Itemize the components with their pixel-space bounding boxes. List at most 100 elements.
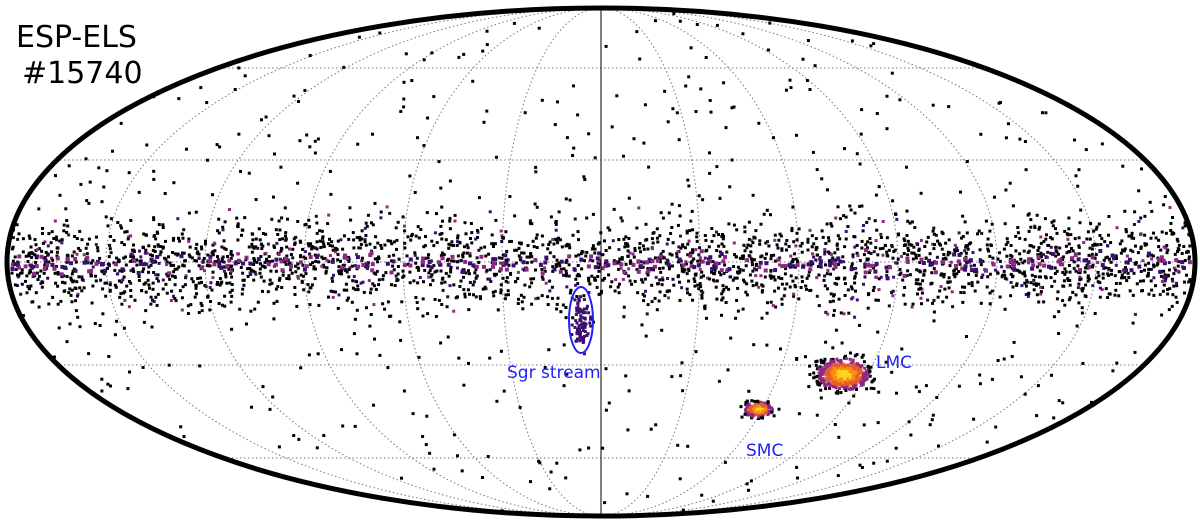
star-pixel — [838, 387, 841, 390]
star-pixel — [826, 365, 830, 369]
star-pixel — [686, 178, 690, 182]
star-pixel — [408, 263, 413, 268]
star-pixel — [410, 79, 414, 82]
star-pixel — [339, 265, 344, 270]
star-pixel — [965, 231, 969, 235]
star-pixel — [546, 295, 550, 299]
star-pixel — [153, 245, 157, 249]
star-pixel — [528, 219, 532, 223]
star-pixel — [778, 232, 782, 236]
star-pixel — [1016, 231, 1020, 235]
star-pixel — [625, 244, 629, 248]
star-pixel — [1095, 225, 1099, 229]
star-pixel — [475, 274, 479, 278]
star-pixel — [287, 277, 291, 281]
star-pixel — [156, 243, 160, 247]
star-pixel — [530, 281, 534, 285]
star-pixel — [795, 465, 799, 469]
star-pixel — [42, 142, 46, 146]
star-pixel — [1158, 269, 1163, 274]
star-pixel — [356, 288, 360, 292]
star-pixel — [104, 215, 108, 219]
star-pixel — [1027, 257, 1032, 262]
star-pixel — [836, 263, 840, 266]
star-pixel — [862, 360, 866, 364]
star-pixel — [814, 258, 818, 262]
star-pixel — [396, 278, 400, 282]
star-pixel — [285, 254, 289, 258]
star-pixel — [905, 259, 910, 264]
star-pixel — [869, 365, 873, 369]
star-pixel — [885, 270, 889, 274]
star-pixel — [679, 234, 682, 238]
star-pixel — [534, 170, 538, 174]
star-pixel — [551, 238, 555, 241]
star-pixel — [692, 257, 696, 261]
star-pixel — [416, 307, 420, 311]
star-pixel — [360, 259, 364, 263]
star-pixel — [1023, 274, 1027, 278]
star-pixel — [963, 220, 967, 224]
star-pixel — [722, 272, 726, 275]
star-pixel — [833, 281, 837, 285]
star-pixel — [556, 296, 560, 300]
star-pixel — [488, 277, 492, 281]
star-pixel — [874, 298, 878, 302]
star-pixel — [277, 445, 281, 449]
star-pixel — [912, 245, 916, 249]
star-pixel — [289, 264, 293, 269]
star-pixel — [777, 407, 781, 411]
star-pixel — [715, 279, 719, 283]
star-pixel — [403, 246, 407, 250]
star-pixel — [849, 361, 853, 365]
star-pixel — [261, 232, 265, 235]
star-pixel — [834, 371, 838, 375]
star-pixel — [1139, 493, 1143, 497]
star-pixel — [392, 253, 396, 257]
star-pixel — [503, 297, 507, 301]
star-pixel — [676, 274, 680, 278]
star-pixel — [390, 283, 393, 287]
star-pixel — [843, 282, 847, 286]
star-pixel — [275, 299, 279, 303]
star-pixel — [694, 272, 698, 276]
star-pixel — [814, 237, 818, 241]
star-pixel — [562, 343, 566, 347]
star-pixel — [89, 272, 93, 275]
star-pixel — [353, 317, 357, 321]
star-pixel — [924, 384, 928, 388]
star-pixel — [65, 340, 69, 344]
star-pixel — [1124, 260, 1129, 265]
star-pixel — [253, 270, 257, 274]
star-pixel — [1117, 270, 1121, 274]
star-pixel — [176, 252, 180, 256]
star-pixel — [362, 290, 366, 294]
star-pixel — [684, 84, 688, 88]
star-pixel — [535, 205, 539, 209]
star-pixel — [627, 237, 631, 240]
star-pixel — [1039, 251, 1043, 255]
star-pixel — [690, 209, 694, 213]
star-pixel — [184, 274, 188, 278]
star-pixel — [1052, 219, 1056, 223]
star-pixel — [17, 471, 21, 474]
star-pixel — [836, 205, 840, 209]
star-pixel — [517, 297, 520, 301]
star-pixel — [785, 88, 788, 92]
star-pixel — [1091, 263, 1095, 267]
star-pixel — [544, 255, 549, 260]
star-pixel — [817, 304, 821, 308]
star-pixel — [855, 251, 859, 255]
star-pixel — [204, 239, 207, 243]
star-pixel — [474, 264, 479, 269]
star-pixel — [153, 54, 157, 58]
star-pixel — [280, 268, 285, 273]
star-pixel — [860, 466, 864, 469]
star-pixel — [685, 272, 689, 276]
star-pixel — [1131, 321, 1135, 325]
star-pixel — [307, 290, 311, 294]
star-pixel — [853, 354, 857, 358]
star-pixel — [842, 266, 846, 270]
star-pixel — [438, 232, 442, 236]
